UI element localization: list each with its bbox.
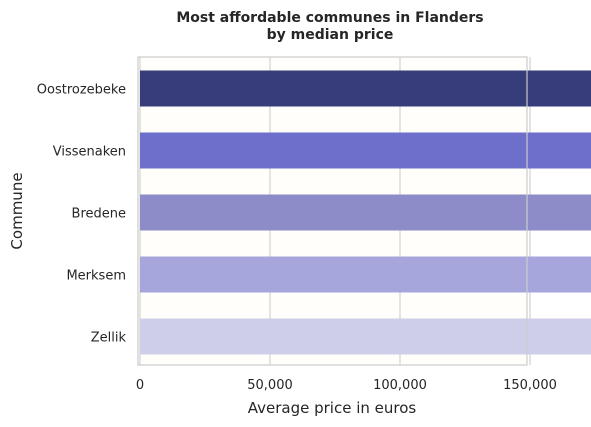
chart-title-line-2: by median price [267, 27, 394, 43]
plot-frame [137, 56, 528, 366]
bar-vissenaken [140, 132, 591, 169]
y-tick-label-oostrozebeke: Oostrozebeke [37, 83, 126, 98]
bar-zellik [140, 318, 591, 355]
x-tick-label-3: 150,000 [503, 378, 557, 393]
y-tick-label-merksem: Merksem [66, 269, 126, 284]
bars [140, 70, 591, 355]
y-tick-label-vissenaken: Vissenaken [53, 145, 126, 160]
x-tick-label-2: 100,000 [373, 378, 427, 393]
y-axis-label: Commune [8, 172, 26, 249]
bar-oostrozebeke [140, 70, 591, 107]
chart-title-line-1: Most affordable communes in Flanders [176, 10, 483, 26]
bar-bredene [140, 194, 591, 231]
x-tick-label-1: 50,000 [247, 378, 293, 393]
y-tick-label-zellik: Zellik [91, 331, 127, 346]
x-axis-label: Average price in euros [248, 399, 417, 417]
y-tick-labels: Oostrozebeke Vissenaken Bredene Merksem Zell… [37, 83, 127, 346]
y-tick-label-bredene: Bredene [72, 207, 126, 222]
bar-merksem [140, 256, 591, 293]
x-tick-label-0: 0 [136, 378, 144, 393]
